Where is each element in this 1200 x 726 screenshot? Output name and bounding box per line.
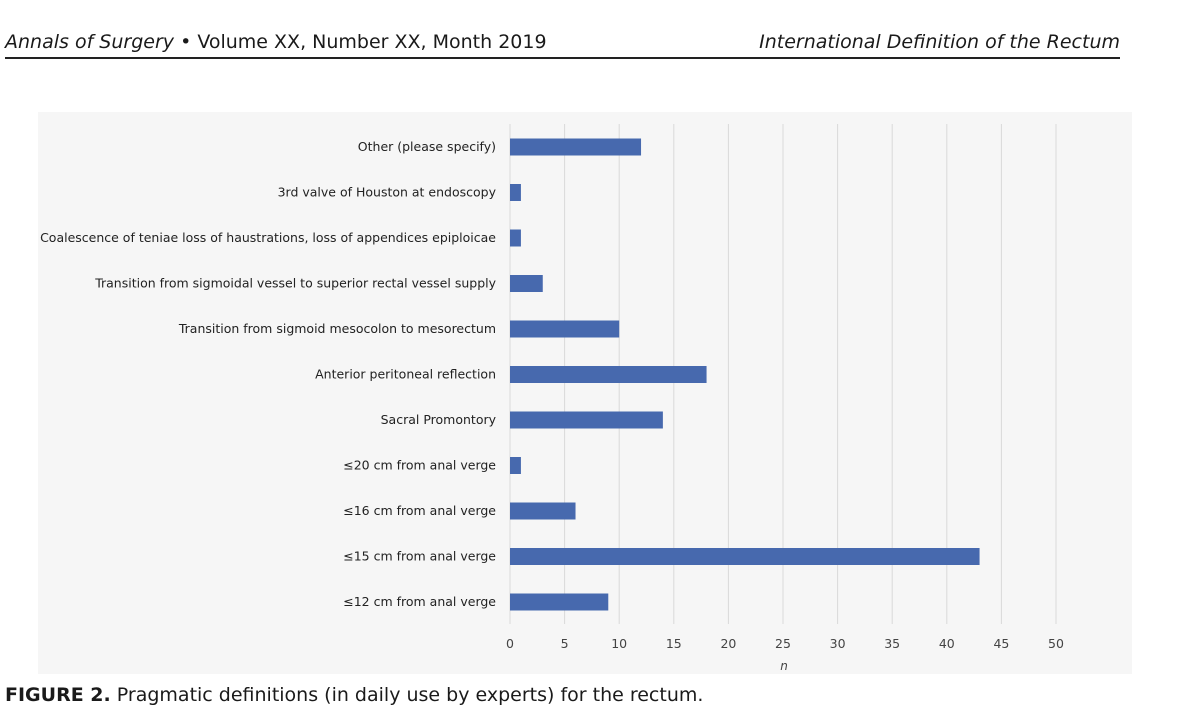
x-tick-label: 0 bbox=[506, 636, 514, 651]
bar bbox=[510, 593, 609, 611]
x-tick-label: 45 bbox=[993, 636, 1009, 651]
bar bbox=[510, 548, 980, 565]
bar bbox=[510, 229, 521, 247]
x-tick-label: 50 bbox=[1048, 636, 1064, 651]
header-bullet: • bbox=[180, 31, 192, 53]
category-label: Coalescence of teniae loss of haustratio… bbox=[40, 230, 496, 245]
category-label: Transition from sigmoidal vessel to supe… bbox=[94, 276, 496, 291]
category-label: Sacral Promontory bbox=[381, 412, 497, 427]
journal-name: Annals of Surgery bbox=[5, 31, 175, 53]
x-tick-label: 30 bbox=[830, 636, 846, 651]
running-title: International Definition of the Rectum bbox=[759, 31, 1120, 53]
category-label: ≤12 cm from anal verge bbox=[343, 594, 496, 609]
x-tick-label: 10 bbox=[611, 636, 627, 651]
category-label: ≤16 cm from anal verge bbox=[343, 503, 496, 518]
caption-text: Pragmatic definitions (in daily use by e… bbox=[116, 684, 704, 706]
bar bbox=[510, 320, 620, 338]
x-tick-label: 5 bbox=[561, 636, 569, 651]
x-tick-label: 35 bbox=[884, 636, 900, 651]
x-tick-label: 40 bbox=[939, 636, 955, 651]
bar bbox=[510, 138, 642, 156]
x-tick-label: 25 bbox=[775, 636, 791, 651]
x-tick-label: 20 bbox=[720, 636, 736, 651]
bar bbox=[510, 457, 521, 474]
category-label: ≤20 cm from anal verge bbox=[343, 458, 496, 473]
figure-caption: FIGURE 2. Pragmatic definitions (in dail… bbox=[5, 684, 703, 706]
category-label: 3rd valve of Houston at endoscopy bbox=[278, 185, 497, 200]
category-label: Anterior peritoneal reflection bbox=[315, 367, 496, 382]
issue-info: Volume XX, Number XX, Month 2019 bbox=[197, 31, 547, 53]
header-rule bbox=[5, 57, 1120, 59]
bar bbox=[510, 411, 663, 429]
x-axis-title: n bbox=[780, 659, 788, 673]
category-label: ≤15 cm from anal verge bbox=[343, 549, 496, 564]
category-label: Transition from sigmoid mesocolon to mes… bbox=[178, 321, 496, 336]
bar bbox=[510, 275, 543, 292]
x-tick-label: 15 bbox=[666, 636, 682, 651]
running-header-left: Annals of Surgery • Volume XX, Number XX… bbox=[5, 31, 547, 53]
bar-chart: Other (please specify) 3rd valve of Houst… bbox=[40, 124, 1064, 673]
bar bbox=[510, 502, 576, 520]
category-label: Other (please specify) bbox=[358, 139, 496, 154]
chart-panel: Other (please specify) 3rd valve of Houst… bbox=[38, 112, 1132, 674]
figure-label: FIGURE 2. bbox=[5, 684, 111, 706]
bar bbox=[510, 184, 521, 201]
bar bbox=[510, 366, 707, 383]
